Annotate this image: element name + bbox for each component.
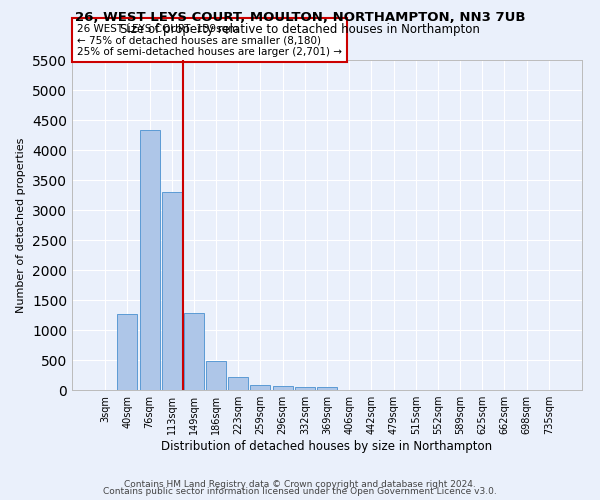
Text: 26, WEST LEYS COURT, MOULTON, NORTHAMPTON, NN3 7UB: 26, WEST LEYS COURT, MOULTON, NORTHAMPTO… <box>75 11 525 24</box>
Bar <box>317 386 337 390</box>
Text: Size of property relative to detached houses in Northampton: Size of property relative to detached ho… <box>120 22 480 36</box>
Bar <box>118 314 137 390</box>
Bar <box>295 386 315 390</box>
Bar <box>272 386 293 390</box>
Bar <box>184 313 204 390</box>
Bar <box>228 378 248 390</box>
Bar <box>140 130 160 390</box>
Bar <box>162 192 182 390</box>
Text: Contains public sector information licensed under the Open Government Licence v3: Contains public sector information licen… <box>103 487 497 496</box>
Text: Contains HM Land Registry data © Crown copyright and database right 2024.: Contains HM Land Registry data © Crown c… <box>124 480 476 489</box>
Bar <box>250 384 271 390</box>
X-axis label: Distribution of detached houses by size in Northampton: Distribution of detached houses by size … <box>161 440 493 453</box>
Text: 26 WEST LEYS COURT: 139sqm
← 75% of detached houses are smaller (8,180)
25% of s: 26 WEST LEYS COURT: 139sqm ← 75% of deta… <box>77 24 342 56</box>
Bar <box>206 360 226 390</box>
Y-axis label: Number of detached properties: Number of detached properties <box>16 138 26 312</box>
